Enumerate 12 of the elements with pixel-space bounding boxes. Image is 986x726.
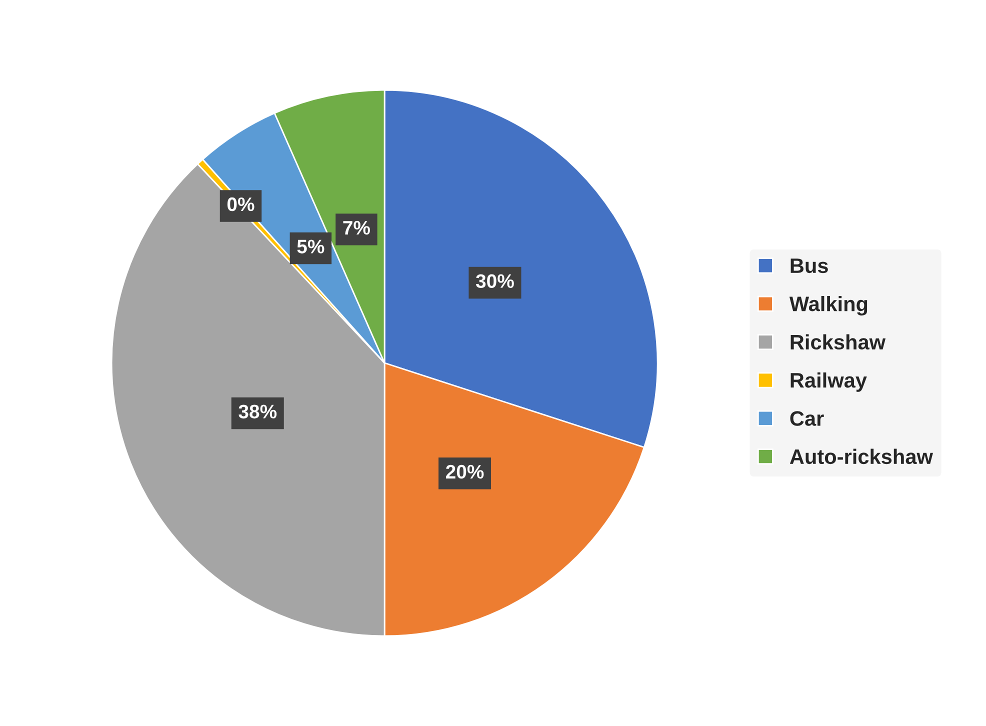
legend-label: Auto-rickshaw (790, 448, 933, 464)
legend-label: Walking (789, 296, 868, 316)
data-label: 0% (227, 197, 254, 212)
data-label: 20% (446, 464, 484, 479)
legend-label: Car (790, 411, 824, 426)
data-label: 7% (343, 220, 370, 235)
legend-label: Bus (790, 258, 828, 274)
legend-label: Rickshaw (790, 334, 886, 350)
data-label: 38% (238, 404, 277, 418)
legend-label: Railway (790, 372, 867, 392)
data-label: 5% (297, 240, 324, 254)
data-label: 30% (476, 274, 514, 288)
